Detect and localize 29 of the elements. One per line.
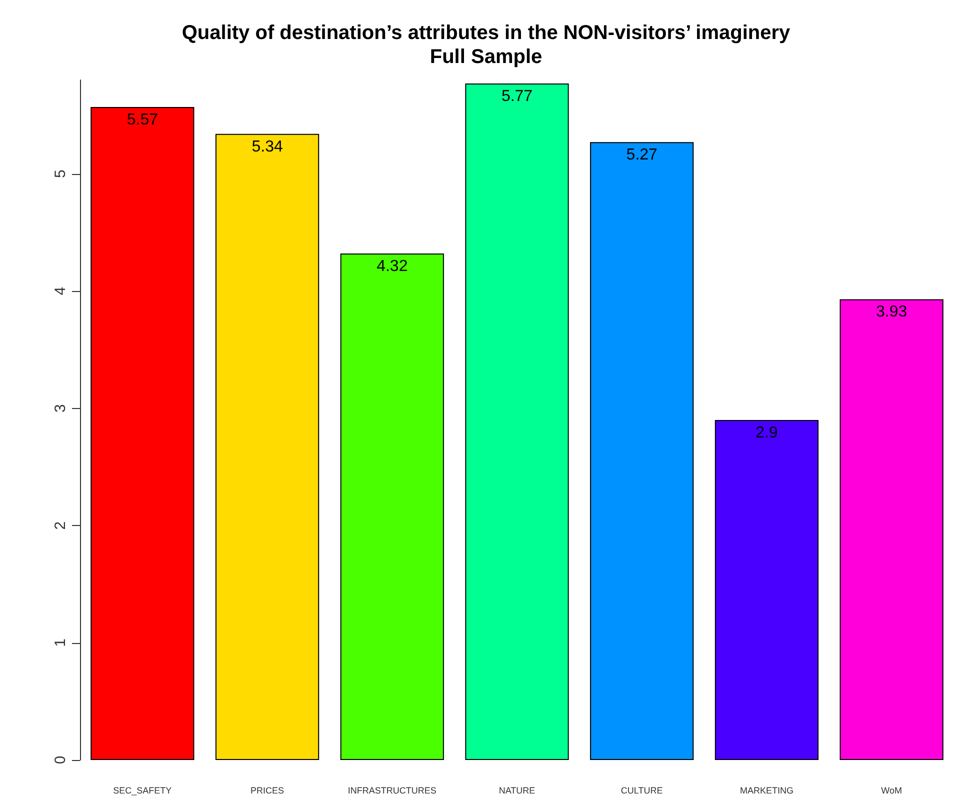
x-tick-label: SEC_SAFETY xyxy=(113,786,172,796)
x-tick-label: WoM xyxy=(881,786,902,796)
bar xyxy=(215,134,320,760)
bar xyxy=(840,299,944,760)
x-tick-label: INFRASTRUCTURES xyxy=(348,786,436,796)
chart-subtitle: Full Sample xyxy=(430,46,542,68)
y-tick-label: 2 xyxy=(52,521,69,530)
bar xyxy=(90,106,194,760)
data-label: 5.27 xyxy=(626,146,658,164)
x-tick-label: MARKETING xyxy=(740,786,794,796)
y-tick-label: 0 xyxy=(52,756,69,764)
y-tick-label: 1 xyxy=(52,638,69,647)
y-tick-label: 3 xyxy=(52,404,69,412)
bar xyxy=(714,420,819,760)
data-label: 5.77 xyxy=(501,88,533,106)
data-label: 3.93 xyxy=(876,304,908,321)
x-tick-label: CULTURE xyxy=(620,786,663,796)
data-label: 5.34 xyxy=(252,138,283,156)
y-tick-label: 5 xyxy=(52,170,69,178)
x-tick-label: PRICES xyxy=(250,786,284,796)
data-label: 2.9 xyxy=(756,424,778,442)
bar xyxy=(465,84,569,760)
bar xyxy=(340,254,444,760)
y-tick-label: 4 xyxy=(52,286,69,296)
bar xyxy=(590,142,694,760)
data-label: 5.57 xyxy=(126,111,158,128)
data-label: 4.32 xyxy=(376,258,408,276)
chart-title: Quality of destination’s attributes in the NON-visitors’ imaginery xyxy=(182,22,791,44)
x-tick-label: NATURE xyxy=(498,786,536,796)
